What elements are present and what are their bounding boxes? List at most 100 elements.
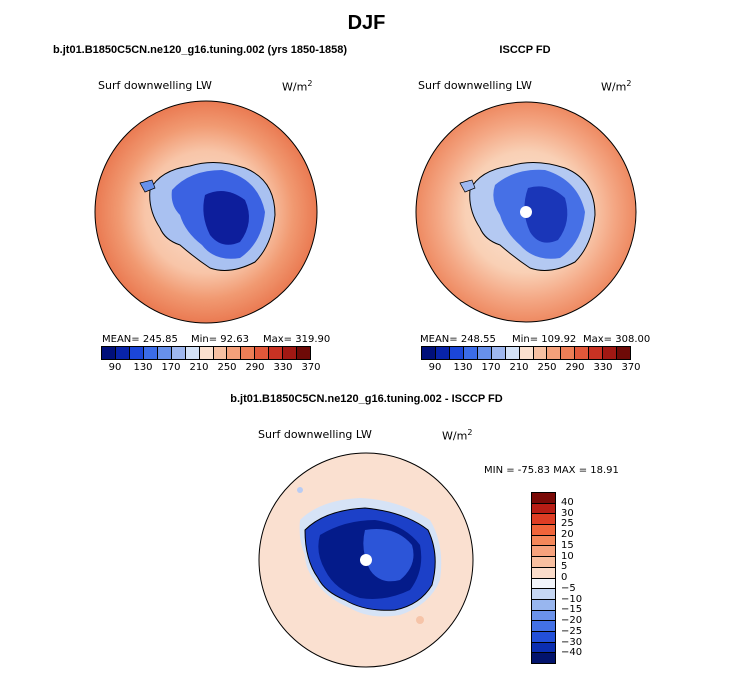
panel-1-max: Max= 319.90 <box>263 334 331 345</box>
panel-1-colorbar-swatch <box>129 347 144 359</box>
diff-colorbar-tick-label: 15 <box>561 539 574 551</box>
panel-2-colorbar-tick-label: 170 <box>481 362 501 373</box>
diff-colorbar-swatch <box>532 546 555 558</box>
panel-2-min: Min= 109.92 <box>512 334 577 345</box>
diff-colorbar-tick-label: −5 <box>561 582 576 594</box>
panel-2-colorbar-swatch <box>533 347 548 359</box>
panel-2-colorbar-tick-label: 210 <box>509 362 529 373</box>
diff-colorbar-tick-label: −25 <box>561 625 583 637</box>
diff-colorbar-swatch <box>532 589 555 600</box>
diff-colorbar-swatch <box>532 525 555 536</box>
panel-1-colorbar <box>101 346 311 360</box>
panel-2-colorbar-swatch <box>617 347 631 359</box>
panel-1-colorbar-tick-label: 370 <box>301 362 321 373</box>
panel-2-units: W/m2 <box>601 79 632 94</box>
panel-2-colorbar-swatch <box>589 347 604 359</box>
diff-colorbar-ticks: 40 30 25 20 15 10 5 0 −5 −10 −15 −20 −25 −30 −40 <box>561 492 601 664</box>
diff-colorbar <box>531 492 556 664</box>
diff-colorbar-tick-label: −15 <box>561 604 583 616</box>
diff-colorbar-swatch <box>532 493 555 504</box>
diff-colorbar-swatch <box>532 642 555 654</box>
panel-1-units: W/m2 <box>282 79 313 94</box>
panel-2-colorbar-swatch <box>575 347 590 359</box>
panel-2-colorbar-tick-label: 330 <box>593 362 613 373</box>
diff-field-label: Surf downwelling LW <box>258 428 372 441</box>
panel-1-colorbar-swatch <box>297 347 311 359</box>
panel-1-colorbar-tick-label: 250 <box>217 362 237 373</box>
panel-1-colorbar-swatch <box>255 347 270 359</box>
panel-2-colorbar-swatch <box>505 347 520 359</box>
diff-colorbar-swatch <box>532 653 555 663</box>
panel-2-colorbar-swatch <box>463 347 478 359</box>
panel-1-colorbar-swatch <box>115 347 130 359</box>
panel-1-colorbar-tick-label: 170 <box>161 362 181 373</box>
diff-colorbar-tick-label: 30 <box>561 507 574 519</box>
diff-colorbar-tick-label: −40 <box>561 647 583 659</box>
diff-colorbar-tick-label: −30 <box>561 636 583 648</box>
panel-2-title: ISCCP FD <box>499 44 551 56</box>
panel-2-colorbar-tick-label: 90 <box>428 362 442 373</box>
panel-1-colorbar-tick-label: 330 <box>273 362 293 373</box>
diff-title: b.jt01.B1850C5CN.ne120_g16.tuning.002 - … <box>230 393 503 405</box>
panel-1-colorbar-swatch <box>102 347 116 359</box>
panel-1-colorbar-swatch <box>213 347 228 359</box>
panel-1-colorbar-swatch <box>283 347 298 359</box>
panel-1-min: Min= 92.63 <box>191 334 249 345</box>
diff-colorbar-swatch <box>532 631 555 643</box>
diff-colorbar-tick-label: 20 <box>561 529 574 540</box>
panel-2-colorbar-swatch <box>561 347 576 359</box>
panel-1-colorbar-swatch <box>227 347 242 359</box>
panel-2-colorbar-tick-label: 250 <box>537 362 557 373</box>
diff-colorbar-swatch <box>532 610 555 622</box>
diff-colorbar-swatch <box>532 514 555 526</box>
diff-colorbar-tick-label: 40 <box>561 496 574 508</box>
panel-1-colorbar-tick-label: 130 <box>133 362 153 373</box>
panel-2-mean: MEAN= 248.55 <box>420 334 496 345</box>
panel-1-colorbar-swatch <box>185 347 200 359</box>
panel-2-colorbar-tick-label: 130 <box>453 362 473 373</box>
panel-1-colorbar-swatch <box>199 347 214 359</box>
panel-2-colorbar-tick-label: 290 <box>565 362 585 373</box>
diff-colorbar-tick-label: −20 <box>561 615 583 626</box>
panel-2-colorbar-swatch <box>603 347 618 359</box>
diff-colorbar-swatch <box>532 578 555 590</box>
diff-colorbar-swatch <box>532 503 555 515</box>
panel-2-colorbar-swatch <box>435 347 450 359</box>
panel-1-field-label: Surf downwelling LW <box>98 79 212 92</box>
diff-colorbar-tick-label: 10 <box>561 550 574 562</box>
diff-colorbar-swatch <box>532 557 555 568</box>
diff-colorbar-swatch <box>532 621 555 632</box>
panel-2-colorbar-swatch <box>477 347 492 359</box>
main-title: DJF <box>347 12 386 34</box>
panel-2-colorbar-tick-label: 370 <box>621 362 641 373</box>
diff-colorbar-tick-label: 25 <box>561 518 574 530</box>
diff-colorbar-swatch <box>532 535 555 547</box>
panel-2-colorbar-swatch <box>422 347 436 359</box>
diff-colorbar-tick-label: 5 <box>561 561 568 573</box>
panel-2-field-label: Surf downwelling LW <box>418 79 532 92</box>
diff-colorbar-swatch <box>532 599 555 611</box>
panel-1-colorbar-swatch <box>269 347 284 359</box>
panel-1-colorbar-tick-label: 290 <box>245 362 265 373</box>
panel-1-title: b.jt01.B1850C5CN.ne120_g16.tuning.002 (y… <box>52 44 348 56</box>
panel-1-colorbar-swatch <box>143 347 158 359</box>
panel-2-max: Max= 308.00 <box>583 334 651 345</box>
diff-colorbar-swatch <box>532 567 555 579</box>
diff-colorbar-tick-label: 0 <box>561 572 568 583</box>
panel-1-mean: MEAN= 245.85 <box>102 334 178 345</box>
panel-1-colorbar-ticks: 90 130 170 210 250 290 330 370 <box>101 362 321 376</box>
diff-minmax: MIN = -75.83 MAX = 18.91 <box>484 465 619 476</box>
panel-2-colorbar-ticks: 90 130 170 210 250 290 330 370 <box>421 362 641 376</box>
diff-colorbar-tick-label: −10 <box>561 593 583 605</box>
panel-1-colorbar-tick-label: 210 <box>189 362 209 373</box>
panel-2-colorbar-swatch <box>449 347 464 359</box>
diff-units: W/m2 <box>442 428 473 443</box>
panel-1-colorbar-tick-label: 90 <box>108 362 122 373</box>
panel-2-colorbar-swatch <box>547 347 562 359</box>
panel-2-colorbar-swatch <box>519 347 534 359</box>
panel-1-colorbar-swatch <box>157 347 172 359</box>
panel-2-colorbar <box>421 346 631 360</box>
